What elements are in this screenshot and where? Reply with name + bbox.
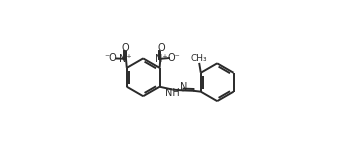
Text: O: O (122, 43, 129, 53)
Text: O⁻: O⁻ (168, 53, 180, 63)
Text: N⁺: N⁺ (155, 54, 168, 64)
Text: N: N (180, 82, 187, 92)
Text: ⁻O: ⁻O (104, 53, 117, 63)
Text: NH: NH (165, 88, 180, 98)
Text: CH₃: CH₃ (191, 54, 207, 63)
Text: N⁺: N⁺ (119, 54, 132, 64)
Text: O: O (157, 43, 165, 53)
